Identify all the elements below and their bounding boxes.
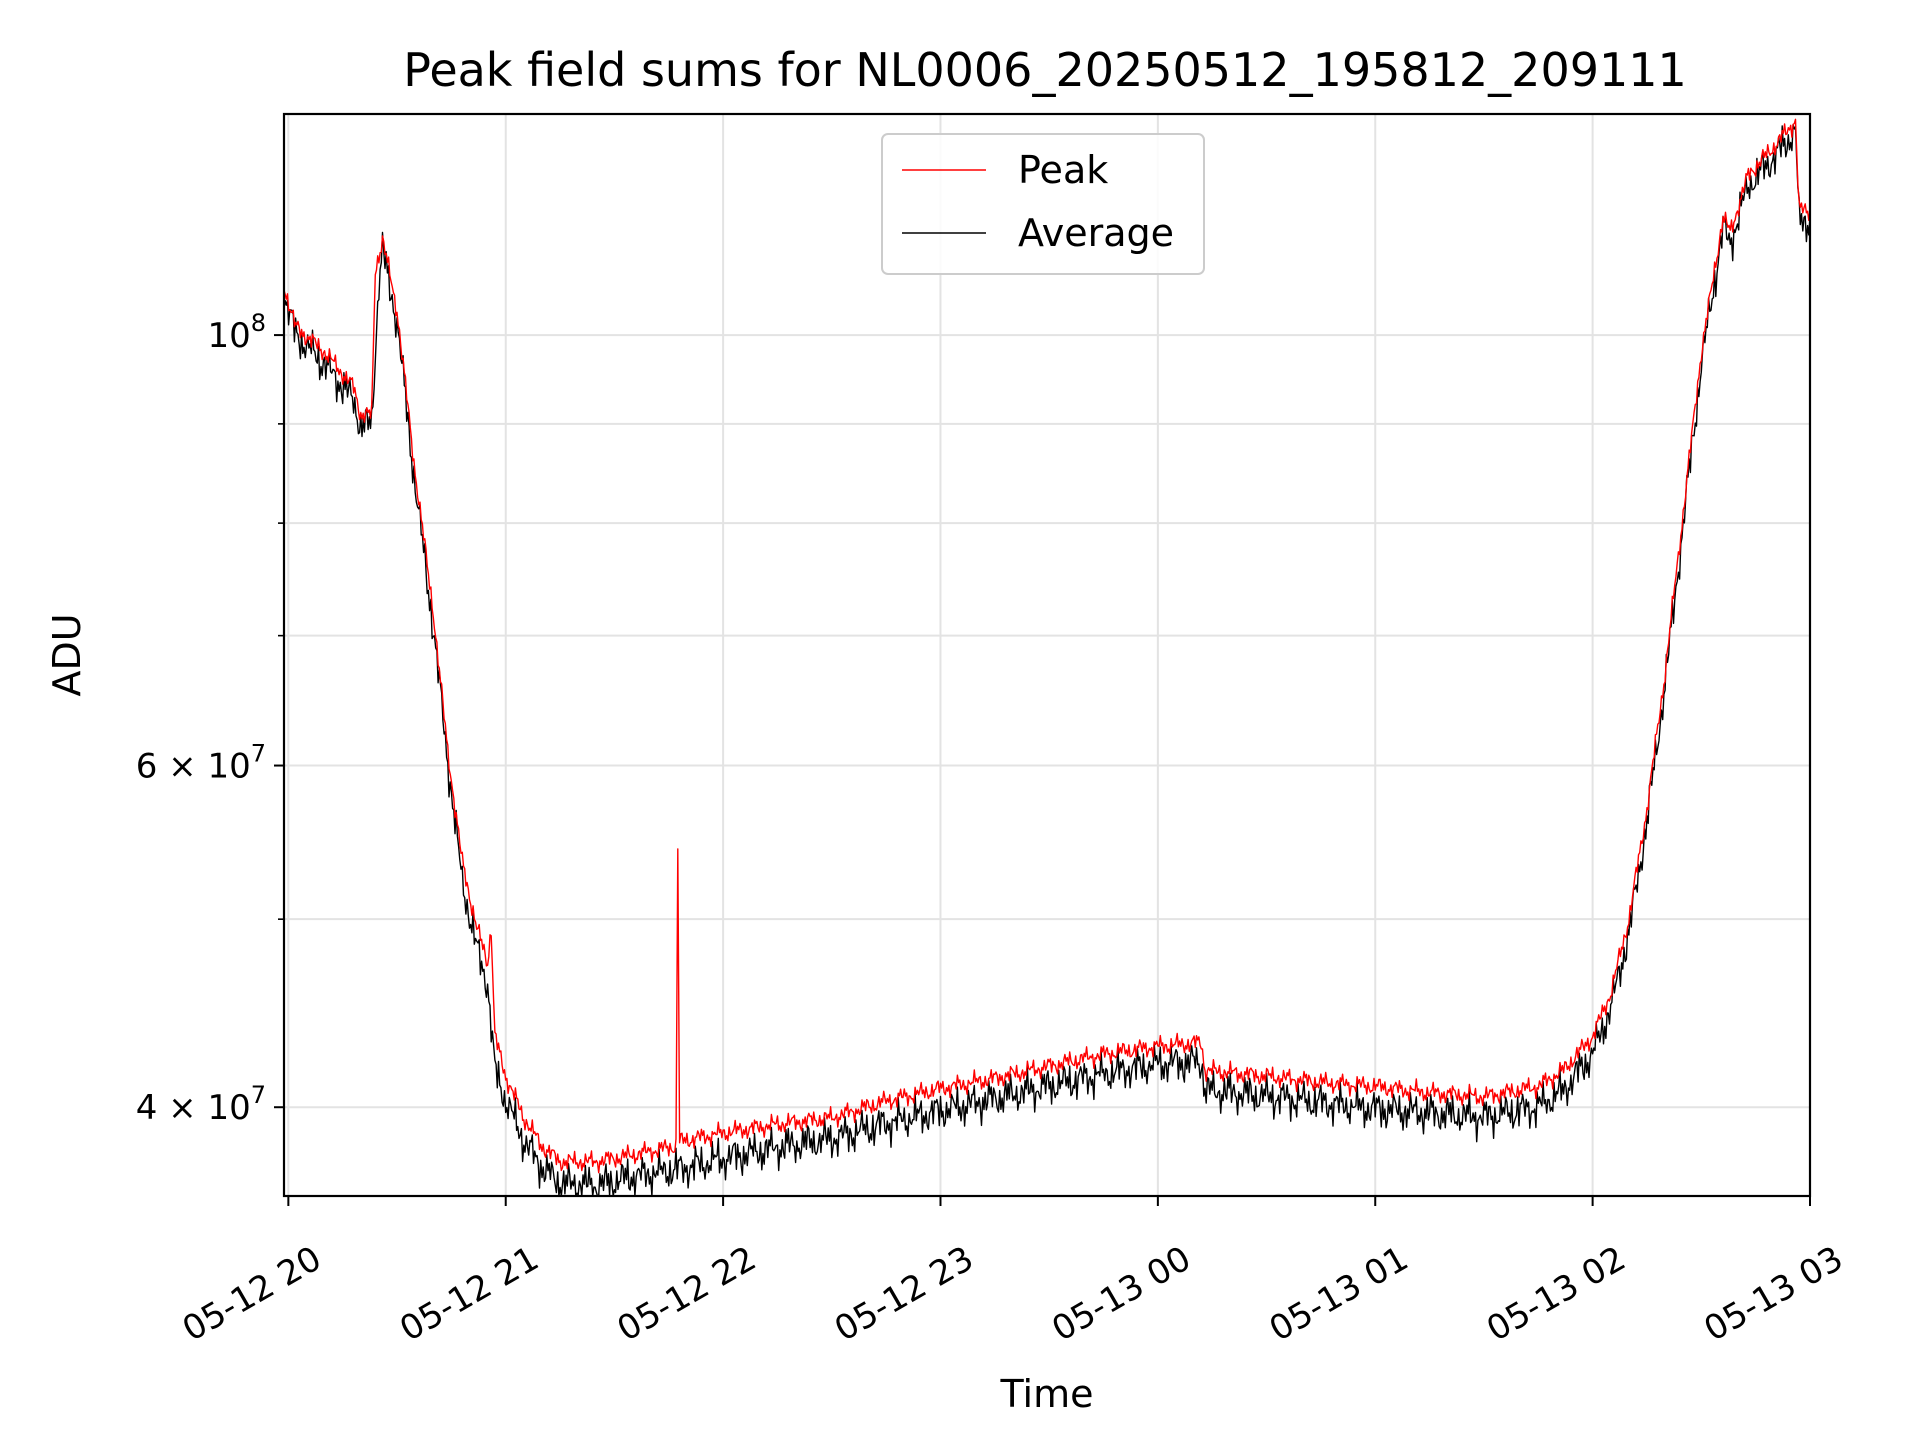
series-line-peak xyxy=(283,118,1811,1174)
series-line-average xyxy=(283,123,1811,1197)
y-axis-label: ADU xyxy=(45,613,89,696)
chart-title: Peak field sums for NL0006_20250512_1958… xyxy=(403,43,1687,97)
y-tick-label: 4 × 107 xyxy=(136,1081,266,1128)
y-axis: 108 6 × 107 4 × 107 xyxy=(136,309,284,1128)
y-tick-label: 6 × 107 xyxy=(136,740,266,787)
plot-frame xyxy=(282,112,1812,1198)
legend-label: Peak xyxy=(1018,148,1108,192)
y-tick-label: 108 xyxy=(207,309,266,356)
legend-box xyxy=(881,133,1205,275)
x-axis-label: Time xyxy=(1000,1372,1094,1416)
series-layer xyxy=(283,118,1811,1197)
legend: Peak Average xyxy=(881,133,1205,275)
legend-label: Average xyxy=(1018,211,1174,255)
